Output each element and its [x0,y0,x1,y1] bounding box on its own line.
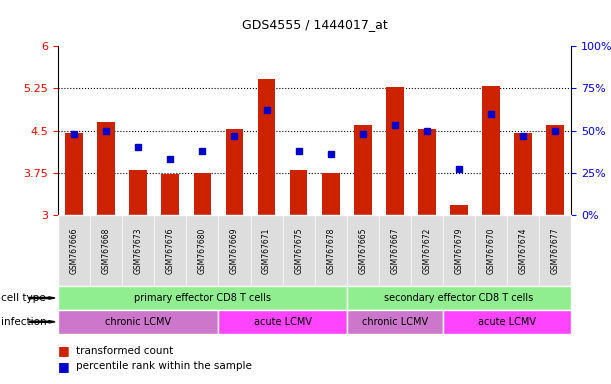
Text: GSM767680: GSM767680 [198,227,207,274]
Text: GSM767673: GSM767673 [134,227,143,274]
Text: GDS4555 / 1444017_at: GDS4555 / 1444017_at [242,18,387,31]
Bar [322,173,340,215]
Text: ■: ■ [58,360,70,373]
Text: percentile rank within the sample: percentile rank within the sample [76,361,252,371]
Text: chronic LCMV: chronic LCMV [105,317,171,327]
Text: ■: ■ [58,344,70,358]
Text: GSM767677: GSM767677 [551,227,560,274]
Text: cell type: cell type [1,293,46,303]
Text: primary effector CD8 T cells: primary effector CD8 T cells [134,293,271,303]
Text: secondary effector CD8 T cells: secondary effector CD8 T cells [384,293,533,303]
Bar [546,125,564,215]
Text: GSM767665: GSM767665 [358,227,367,274]
Bar [418,129,436,215]
Bar [161,174,179,215]
Text: GSM767674: GSM767674 [519,227,528,274]
Bar [130,170,147,215]
Bar [65,133,83,215]
Bar [450,205,468,215]
Bar [354,125,371,215]
Bar [258,79,276,215]
Text: GSM767669: GSM767669 [230,227,239,274]
Text: GSM767678: GSM767678 [326,227,335,274]
Text: GSM767666: GSM767666 [70,227,79,274]
Bar [514,133,532,215]
Bar [482,86,500,215]
Text: GSM767672: GSM767672 [422,227,431,274]
Text: transformed count: transformed count [76,346,174,356]
Bar [225,129,243,215]
Bar [194,173,211,215]
Text: GSM767676: GSM767676 [166,227,175,274]
Bar [386,87,404,215]
Text: chronic LCMV: chronic LCMV [362,317,428,327]
Text: GSM767668: GSM767668 [101,227,111,274]
Text: acute LCMV: acute LCMV [254,317,312,327]
Bar [97,122,115,215]
Text: GSM767679: GSM767679 [455,227,464,274]
Bar [290,170,307,215]
Text: GSM767671: GSM767671 [262,227,271,274]
Text: infection: infection [1,317,47,327]
Text: GSM767667: GSM767667 [390,227,400,274]
Text: GSM767675: GSM767675 [294,227,303,274]
Text: acute LCMV: acute LCMV [478,317,536,327]
Text: GSM767670: GSM767670 [486,227,496,274]
